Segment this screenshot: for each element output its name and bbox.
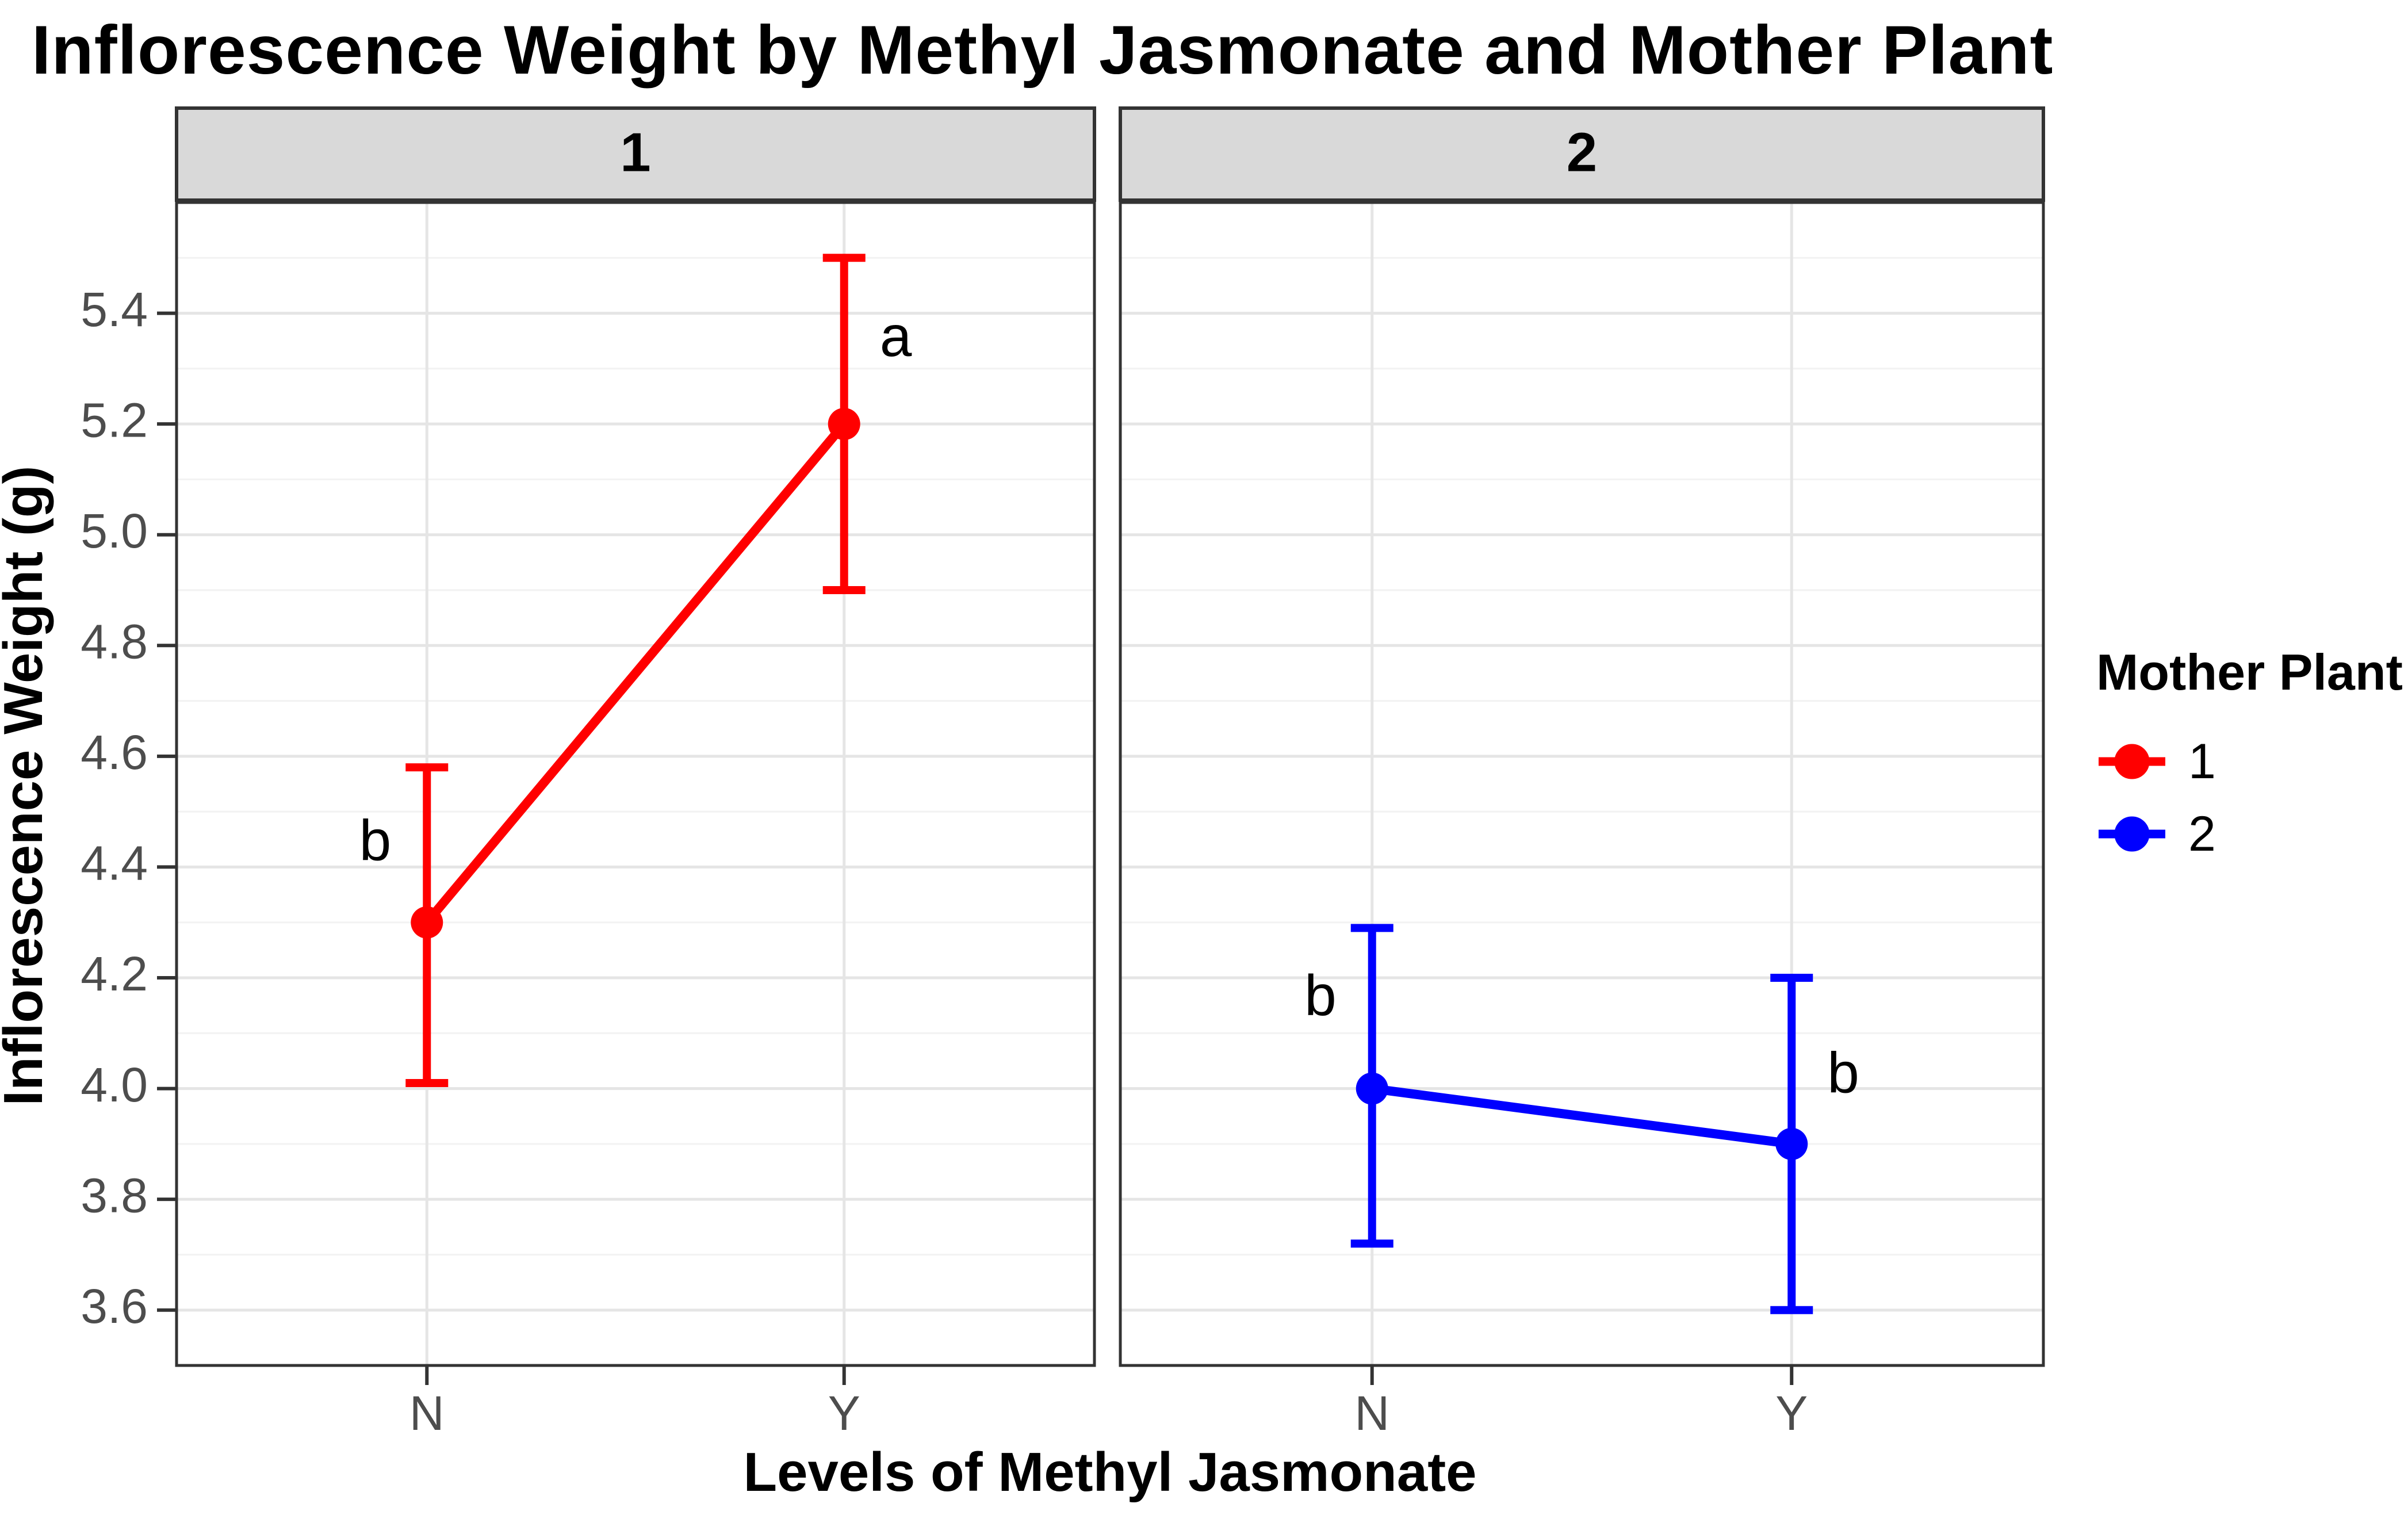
- legend-key-dot: [2114, 744, 2150, 779]
- data-point: [828, 408, 860, 441]
- legend-key-dot: [2114, 816, 2150, 852]
- panel-background: [1120, 202, 2043, 1365]
- y-tick-label: 4.6: [81, 725, 148, 779]
- plot-title: Inflorescence Weight by Methyl Jasmonate…: [32, 12, 2054, 89]
- facet-strip-label: 1: [620, 121, 650, 183]
- y-tick-label: 5.0: [81, 504, 148, 558]
- significance-label: a: [880, 304, 912, 369]
- legend: Mother Plant 1 2: [2096, 643, 2407, 874]
- y-tick-label: 3.6: [81, 1279, 148, 1333]
- x-axis-title: Levels of Methyl Jasmonate: [743, 1441, 1477, 1503]
- significance-label: b: [1304, 963, 1337, 1028]
- facet-strip: [175, 106, 1096, 202]
- legend-key-point-icon: [2099, 816, 2165, 852]
- panel-background: [177, 202, 1094, 1365]
- panel-border: [1119, 201, 2045, 1367]
- panel-border: [175, 201, 1096, 1367]
- y-tick-label: 3.8: [81, 1168, 148, 1222]
- series-line: [1371, 1084, 1793, 1149]
- y-tick-label: 5.4: [81, 282, 148, 336]
- legend-item: 1: [2096, 729, 2407, 794]
- significance-label: b: [359, 808, 392, 873]
- legend-key-point-icon: [2099, 744, 2165, 779]
- series-line: [423, 421, 848, 925]
- x-tick-label: N: [1354, 1386, 1389, 1440]
- legend-item: 2: [2096, 802, 2407, 866]
- y-tick-label: 4.4: [81, 836, 148, 890]
- significance-label: b: [1827, 1041, 1859, 1105]
- x-tick-label: Y: [828, 1386, 860, 1440]
- x-tick-label: N: [409, 1386, 445, 1440]
- y-tick-label: 4.0: [81, 1058, 148, 1112]
- x-tick-label: Y: [1775, 1386, 1808, 1440]
- y-tick-label: 4.8: [81, 614, 148, 668]
- data-point: [411, 906, 443, 939]
- facet-strip-label: 2: [1567, 121, 1597, 183]
- y-tick-label: 4.2: [81, 947, 148, 1001]
- legend-item-label: 1: [2188, 734, 2216, 789]
- facet-strip: [1119, 106, 2045, 202]
- data-point: [1356, 1072, 1388, 1105]
- legend-title: Mother Plant: [2096, 644, 2403, 701]
- y-tick-label: 5.2: [81, 393, 148, 447]
- data-point: [1775, 1127, 1808, 1160]
- legend-item-label: 2: [2188, 806, 2216, 862]
